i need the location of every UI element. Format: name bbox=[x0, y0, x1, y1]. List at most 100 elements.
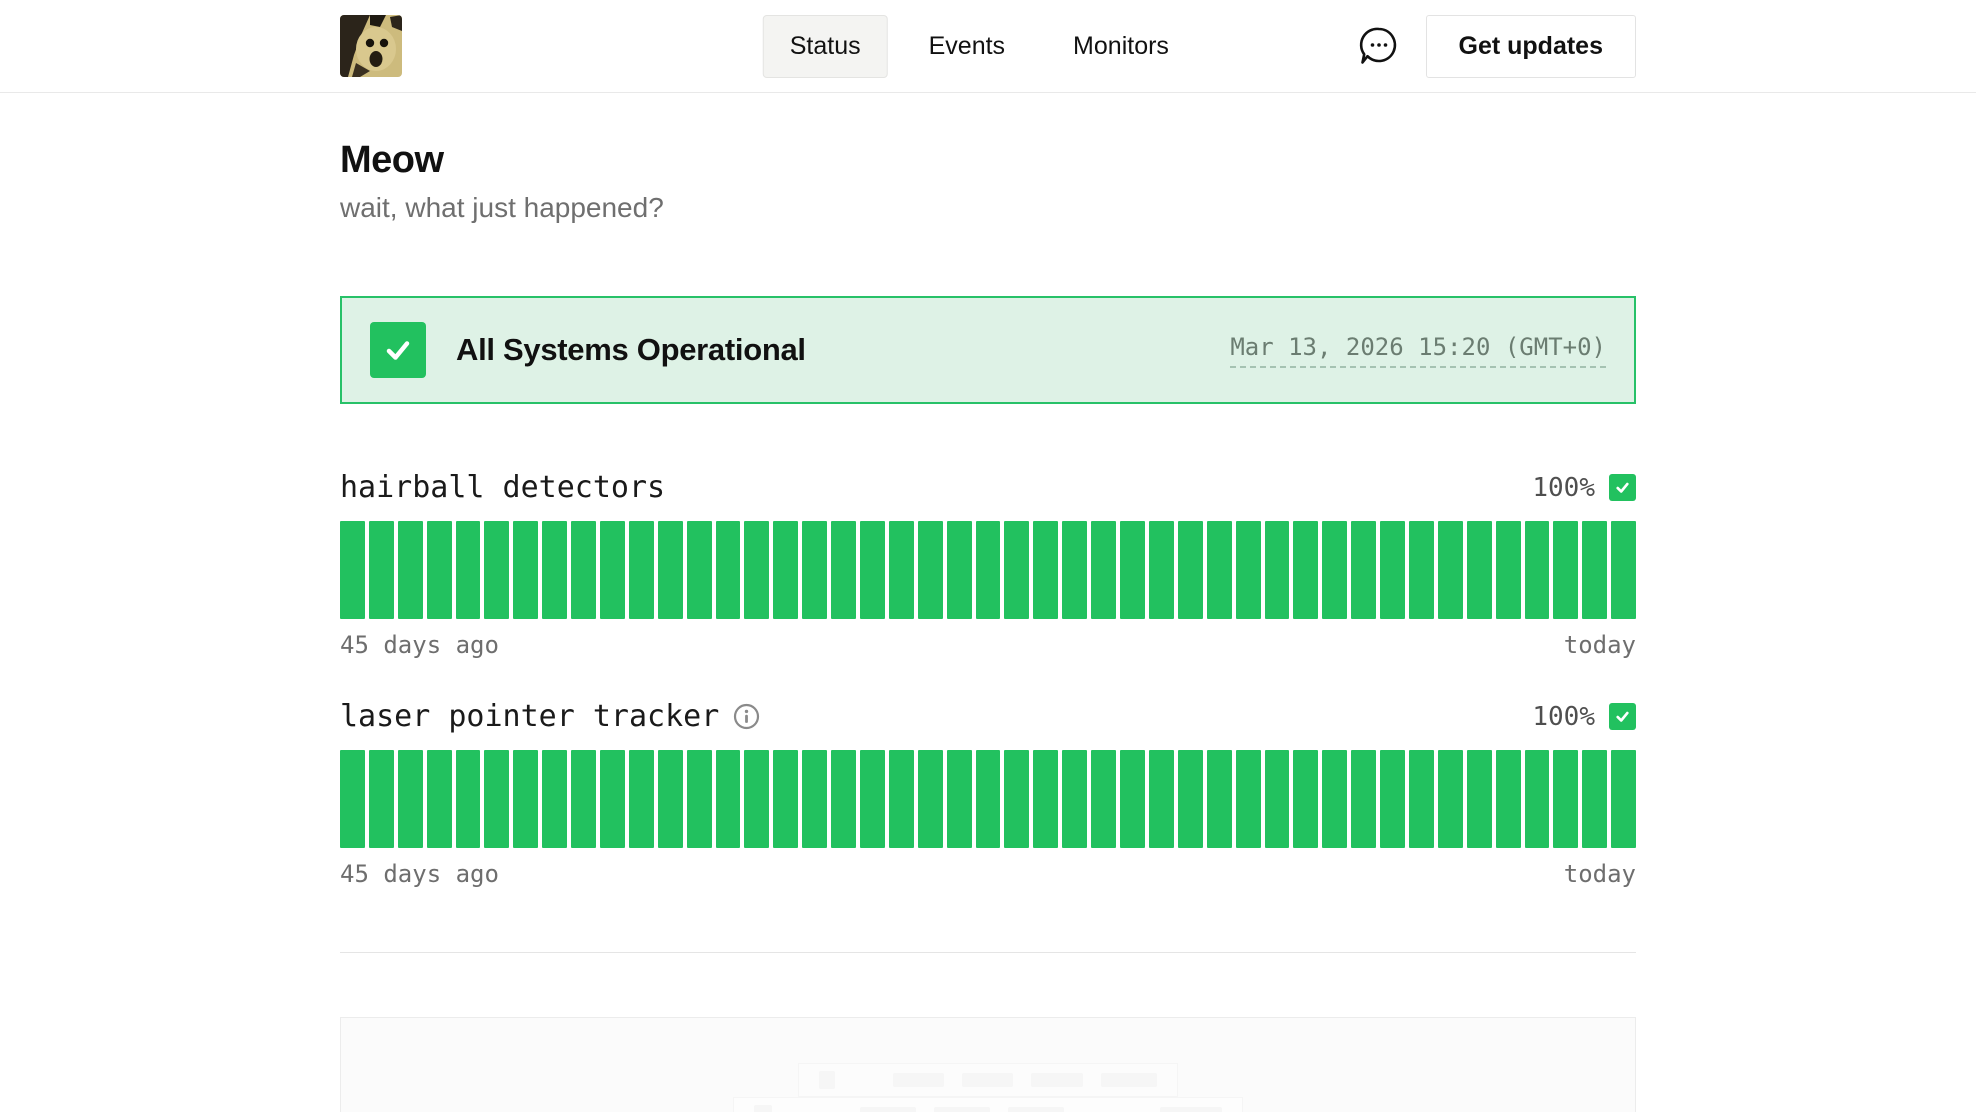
status-timestamp[interactable]: Mar 13, 2026 15:20 (GMT+0) bbox=[1230, 333, 1606, 368]
uptime-bar-day[interactable] bbox=[1293, 750, 1319, 848]
uptime-bar-day[interactable] bbox=[1004, 521, 1030, 619]
uptime-bar-day[interactable] bbox=[1408, 521, 1434, 619]
uptime-bar-day[interactable] bbox=[1611, 521, 1637, 619]
uptime-bar-day[interactable] bbox=[917, 521, 943, 619]
uptime-bar-day[interactable] bbox=[1495, 750, 1521, 848]
uptime-bar-day[interactable] bbox=[1148, 521, 1174, 619]
uptime-bar-day[interactable] bbox=[1322, 750, 1348, 848]
uptime-bar-day[interactable] bbox=[368, 750, 394, 848]
uptime-bar-day[interactable] bbox=[888, 521, 914, 619]
uptime-bar-day[interactable] bbox=[628, 750, 654, 848]
uptime-bar-day[interactable] bbox=[484, 750, 510, 848]
uptime-bar-day[interactable] bbox=[686, 750, 712, 848]
uptime-bar-day[interactable] bbox=[542, 521, 568, 619]
uptime-bar-day[interactable] bbox=[1148, 750, 1174, 848]
get-updates-button[interactable]: Get updates bbox=[1425, 14, 1636, 78]
uptime-bar-day[interactable] bbox=[1495, 521, 1521, 619]
uptime-bar-day[interactable] bbox=[1264, 521, 1290, 619]
uptime-bar-day[interactable] bbox=[484, 521, 510, 619]
nav-tab-events[interactable]: Events bbox=[928, 32, 1006, 60]
uptime-bar-day[interactable] bbox=[1322, 521, 1348, 619]
uptime-bar-day[interactable] bbox=[1582, 750, 1608, 848]
uptime-bar-day[interactable] bbox=[1380, 521, 1405, 619]
page-title: Meow bbox=[340, 139, 444, 181]
cat-avatar[interactable] bbox=[340, 15, 402, 77]
uptime-bar-day[interactable] bbox=[975, 521, 1001, 619]
uptime-bar-day[interactable] bbox=[1380, 750, 1405, 848]
uptime-bar-day[interactable] bbox=[1177, 750, 1203, 848]
uptime-bar-day[interactable] bbox=[1120, 521, 1145, 619]
uptime-bar-day[interactable] bbox=[744, 521, 770, 619]
uptime-bar-day[interactable] bbox=[455, 750, 481, 848]
uptime-bar-day[interactable] bbox=[1062, 521, 1088, 619]
uptime-bar-day[interactable] bbox=[773, 521, 799, 619]
uptime-bar-day[interactable] bbox=[340, 750, 365, 848]
uptime-bar-day[interactable] bbox=[600, 750, 625, 848]
speech-bubble-icon[interactable] bbox=[1358, 25, 1400, 67]
uptime-bar-day[interactable] bbox=[1235, 750, 1261, 848]
uptime-bar-day[interactable] bbox=[600, 521, 625, 619]
uptime-bar-day[interactable] bbox=[397, 521, 423, 619]
uptime-bar-day[interactable] bbox=[657, 750, 683, 848]
uptime-bar-day[interactable] bbox=[1524, 750, 1550, 848]
uptime-bar-day[interactable] bbox=[946, 750, 972, 848]
uptime-bar-day[interactable] bbox=[888, 750, 914, 848]
nav-tab-status[interactable]: Status bbox=[762, 15, 888, 78]
uptime-bar-day[interactable] bbox=[455, 521, 481, 619]
uptime-bar-day[interactable] bbox=[831, 750, 857, 848]
uptime-bar-day[interactable] bbox=[831, 521, 857, 619]
uptime-bar-day[interactable] bbox=[975, 750, 1001, 848]
uptime-bar-day[interactable] bbox=[397, 750, 423, 848]
uptime-bar-day[interactable] bbox=[1553, 521, 1579, 619]
uptime-bar-day[interactable] bbox=[1177, 521, 1203, 619]
uptime-bar-day[interactable] bbox=[1466, 521, 1492, 619]
uptime-bar-day[interactable] bbox=[1524, 521, 1550, 619]
uptime-bar-day[interactable] bbox=[1235, 521, 1261, 619]
uptime-bar-day[interactable] bbox=[368, 521, 394, 619]
uptime-bar-day[interactable] bbox=[802, 750, 828, 848]
uptime-bar-day[interactable] bbox=[1206, 750, 1232, 848]
uptime-bar-day[interactable] bbox=[340, 521, 365, 619]
uptime-bar-day[interactable] bbox=[1351, 750, 1377, 848]
uptime-bar-day[interactable] bbox=[1466, 750, 1492, 848]
uptime-bar-day[interactable] bbox=[1033, 750, 1059, 848]
uptime-bar-day[interactable] bbox=[1206, 521, 1232, 619]
uptime-bar-day[interactable] bbox=[1582, 521, 1608, 619]
uptime-bar-day[interactable] bbox=[1351, 521, 1377, 619]
uptime-bar-day[interactable] bbox=[542, 750, 568, 848]
range-end-label: today bbox=[1563, 631, 1636, 659]
uptime-bar-day[interactable] bbox=[686, 521, 712, 619]
uptime-bar-day[interactable] bbox=[1062, 750, 1088, 848]
uptime-bar-day[interactable] bbox=[744, 750, 770, 848]
uptime-bar-day[interactable] bbox=[1611, 750, 1637, 848]
uptime-bar-day[interactable] bbox=[571, 521, 597, 619]
uptime-bar-day[interactable] bbox=[513, 521, 539, 619]
uptime-bar-day[interactable] bbox=[1293, 521, 1319, 619]
uptime-bar-day[interactable] bbox=[773, 750, 799, 848]
uptime-bar-day[interactable] bbox=[571, 750, 597, 848]
uptime-bar-day[interactable] bbox=[1408, 750, 1434, 848]
uptime-bar-day[interactable] bbox=[513, 750, 539, 848]
uptime-bar-day[interactable] bbox=[1437, 750, 1463, 848]
info-icon[interactable] bbox=[733, 703, 760, 730]
uptime-bar-day[interactable] bbox=[1091, 521, 1117, 619]
uptime-bar-day[interactable] bbox=[917, 750, 943, 848]
uptime-bar-day[interactable] bbox=[1033, 521, 1059, 619]
uptime-bar-day[interactable] bbox=[1264, 750, 1290, 848]
uptime-bar-day[interactable] bbox=[426, 521, 452, 619]
nav-tab-monitors[interactable]: Monitors bbox=[1073, 32, 1169, 60]
uptime-bar-day[interactable] bbox=[1120, 750, 1145, 848]
uptime-bar-day[interactable] bbox=[657, 521, 683, 619]
uptime-bar-day[interactable] bbox=[1091, 750, 1117, 848]
uptime-bar-day[interactable] bbox=[860, 750, 885, 848]
uptime-bar-day[interactable] bbox=[628, 521, 654, 619]
uptime-bar-day[interactable] bbox=[1004, 750, 1030, 848]
uptime-bar-day[interactable] bbox=[715, 521, 741, 619]
uptime-bar-day[interactable] bbox=[802, 521, 828, 619]
uptime-bar-day[interactable] bbox=[715, 750, 741, 848]
uptime-bar-day[interactable] bbox=[1437, 521, 1463, 619]
uptime-bar-day[interactable] bbox=[860, 521, 885, 619]
uptime-bar-day[interactable] bbox=[426, 750, 452, 848]
uptime-bar-day[interactable] bbox=[1553, 750, 1579, 848]
uptime-bar-day[interactable] bbox=[946, 521, 972, 619]
